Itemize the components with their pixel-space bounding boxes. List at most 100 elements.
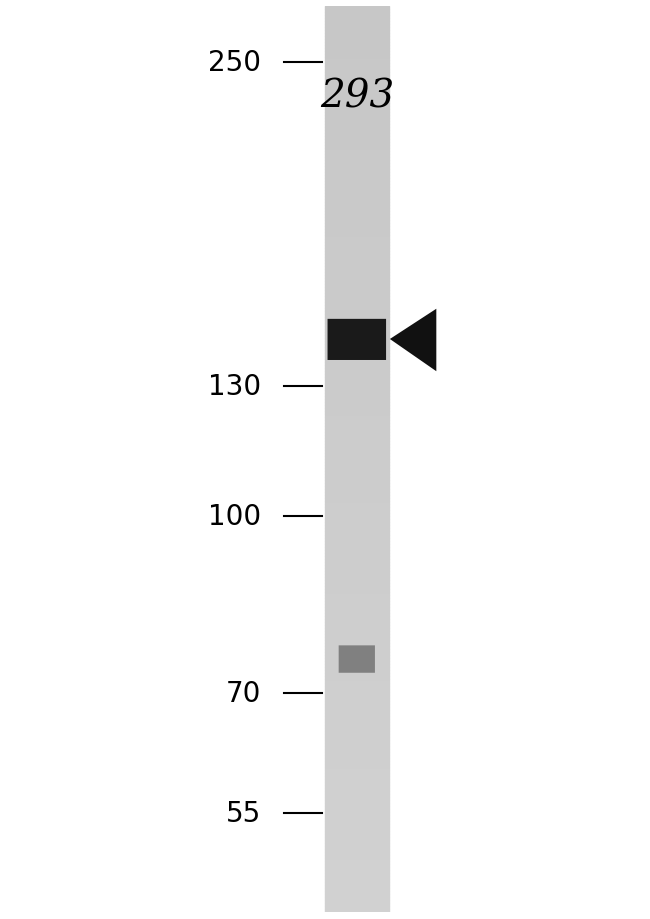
Bar	[325, 276, 389, 278]
Bar	[325, 43, 389, 46]
Bar	[325, 834, 389, 836]
Bar	[325, 882, 389, 885]
Bar	[325, 849, 389, 852]
Bar	[325, 761, 389, 765]
FancyBboxPatch shape	[328, 320, 386, 360]
Bar	[325, 378, 389, 381]
Bar	[325, 137, 389, 140]
Bar	[325, 52, 389, 55]
Bar	[325, 686, 389, 689]
Bar	[325, 819, 389, 822]
Bar	[325, 200, 389, 203]
Bar	[325, 179, 389, 182]
Bar	[325, 765, 389, 767]
Bar	[325, 342, 389, 345]
Text: 70: 70	[226, 679, 261, 708]
Bar	[325, 76, 389, 79]
Bar	[325, 474, 389, 478]
Bar	[325, 647, 389, 650]
Bar	[325, 502, 389, 505]
Bar	[325, 752, 389, 755]
Bar	[325, 399, 389, 403]
Bar	[325, 88, 389, 91]
Bar	[325, 885, 389, 888]
Bar	[325, 230, 389, 233]
Bar	[325, 610, 389, 613]
Bar	[325, 728, 389, 731]
Bar	[325, 438, 389, 441]
Bar	[325, 206, 389, 210]
Bar	[325, 194, 389, 197]
Bar	[325, 523, 389, 526]
Bar	[325, 526, 389, 529]
Bar	[325, 243, 389, 245]
Bar	[325, 695, 389, 698]
Bar	[325, 55, 389, 58]
Bar	[325, 125, 389, 128]
Bar	[325, 306, 389, 309]
Bar	[325, 469, 389, 471]
Bar	[325, 297, 389, 300]
Bar	[325, 239, 389, 243]
Bar	[325, 879, 389, 882]
Bar	[325, 197, 389, 200]
Bar	[325, 318, 389, 321]
Bar	[325, 683, 389, 686]
Bar	[325, 16, 389, 19]
Bar	[325, 314, 389, 318]
Bar	[325, 556, 389, 559]
Bar	[325, 550, 389, 553]
Text: 130: 130	[208, 373, 261, 401]
Bar	[325, 176, 389, 179]
Bar	[325, 203, 389, 206]
Text: 293: 293	[320, 79, 394, 116]
Bar	[325, 50, 389, 52]
Bar	[325, 345, 389, 348]
Bar	[325, 671, 389, 674]
Bar	[325, 170, 389, 173]
Bar	[325, 248, 389, 251]
Bar	[325, 140, 389, 142]
Bar	[325, 255, 389, 257]
Bar	[325, 709, 389, 713]
Bar	[325, 384, 389, 387]
Bar	[325, 617, 389, 619]
Bar	[325, 312, 389, 314]
Bar	[325, 619, 389, 622]
Bar	[325, 565, 389, 568]
Bar	[325, 490, 389, 493]
Bar	[325, 777, 389, 779]
Bar	[325, 417, 389, 420]
Bar	[325, 664, 389, 668]
Bar	[325, 34, 389, 37]
Bar	[325, 577, 389, 580]
Bar	[325, 800, 389, 803]
Bar	[325, 221, 389, 224]
Bar	[325, 300, 389, 302]
Bar	[325, 309, 389, 312]
Bar	[325, 387, 389, 390]
Bar	[325, 64, 389, 67]
Bar	[325, 119, 389, 121]
Bar	[325, 182, 389, 185]
Bar	[325, 22, 389, 25]
Bar	[325, 109, 389, 112]
Bar	[325, 79, 389, 83]
Bar	[325, 146, 389, 149]
Bar	[325, 740, 389, 743]
Bar	[325, 58, 389, 62]
Bar	[325, 903, 389, 906]
Bar	[325, 589, 389, 592]
Bar	[325, 897, 389, 900]
Bar	[325, 845, 389, 849]
Bar	[325, 408, 389, 411]
Bar	[325, 725, 389, 728]
Bar	[325, 734, 389, 737]
Bar	[325, 562, 389, 565]
Bar	[325, 466, 389, 469]
Bar	[325, 828, 389, 831]
Bar	[325, 104, 389, 107]
Bar	[325, 405, 389, 408]
Bar	[325, 13, 389, 16]
Bar	[325, 894, 389, 897]
